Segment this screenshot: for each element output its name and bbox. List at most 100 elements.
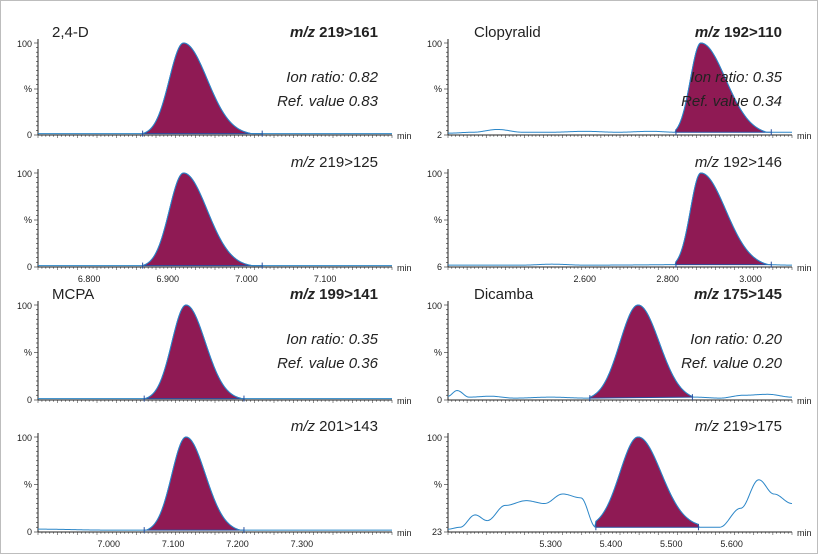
ref-value: Ref. value 0.20 [681,355,783,372]
transition-label: m/z 219>175 [695,418,782,435]
x-unit-label: min [797,131,812,141]
mz-prefix: m/z [290,24,316,41]
chromatogram-trace [448,42,792,134]
compound-name: Dicamba [474,286,534,303]
y-zero-label: 0 [27,130,32,140]
y-percent-label: % [434,480,442,490]
mz-prefix: m/z [291,418,316,435]
y-max-label: 100 [17,169,32,179]
y-max-label: 100 [17,39,32,49]
transition-label: m/z 201>143 [291,418,378,435]
ref-value: Ref. value 0.83 [277,93,379,110]
x-unit-label: min [397,396,412,406]
y-percent-label: % [24,480,32,490]
mz-transition-value: 192>146 [723,154,782,171]
mz-prefix: m/z [290,286,316,303]
y-max-label: 100 [427,39,442,49]
x-tick-label: 7.000 [235,274,258,284]
transition-label: m/z 219>125 [291,154,378,171]
transition-label: m/z 175>145 [694,286,782,303]
x-tick-label: 7.100 [314,274,337,284]
y-percent-label: % [434,215,442,225]
mz-prefix: m/z [291,154,316,171]
chromatogram-trace [448,172,792,266]
y-max-label: 100 [427,169,442,179]
chromatogram-panel-7: 100% 0 min 7.000 7.100 7.200 7.300 m/z 201>143 [17,418,412,549]
ion-ratio: Ion ratio: 0.35 [690,69,782,86]
y-percent-label: % [434,348,442,358]
y-zero-label: 0 [27,527,32,537]
ion-ratio: Ion ratio: 0.35 [286,331,378,348]
chromatogram-panel-1: 100% 0 min 2,4-D m/z 219>161 Ion ratio: 0.82 R… [17,24,412,141]
y-zero-label: 23 [432,527,442,537]
chromatogram-panel-4: 100% 6 min 2.600 2.800 3.000 m/z 192>146 [427,154,812,284]
mz-transition-value: 219>161 [319,24,378,41]
chromatogram-panel-3: 100% 0 min 6.800 6.900 7.000 7.100 m/z 219>125 [17,154,412,284]
chromatogram-panel-6: 100% 0 min Dicamba m/z 175>145 Ion ratio: 0.2… [427,286,812,406]
y-zero-label: 6 [437,262,442,272]
y-max-label: 100 [17,301,32,311]
ion-ratio: Ion ratio: 0.82 [286,69,378,86]
x-unit-label: min [797,263,812,273]
x-unit-label: min [397,528,412,538]
transition-label: m/z 219>161 [290,24,378,41]
mz-prefix: m/z [695,418,720,435]
y-zero-label: 2 [437,130,442,140]
y-max-label: 100 [427,301,442,311]
y-percent-label: % [24,215,32,225]
x-tick-label: 6.800 [78,274,101,284]
mz-prefix: m/z [694,286,720,303]
x-tick-label: 5.400 [600,539,623,549]
chromatogram-panel-8: 100% 23 min 5.300 5.400 5.500 5.600 m/z 219>175 [427,418,812,549]
y-zero-label: 0 [27,395,32,405]
y-max-label: 100 [17,433,32,443]
y-percent-label: % [434,84,442,94]
transition-label: m/z 192>110 [695,24,782,41]
x-tick-label: 5.500 [660,539,683,549]
ref-value: Ref. value 0.36 [277,355,379,372]
ref-value: Ref. value 0.34 [681,93,782,110]
x-tick-label: 7.300 [291,539,314,549]
x-tick-label: 7.100 [162,539,185,549]
mz-transition-value: 175>145 [723,286,782,303]
x-unit-label: min [397,263,412,273]
x-tick-label: 7.200 [226,539,249,549]
y-percent-label: % [24,348,32,358]
x-tick-label: 6.900 [157,274,180,284]
y-max-label: 100 [427,433,442,443]
chromatogram-trace [447,436,793,530]
chromatogram-trace [38,436,392,531]
chromatogram-trace [38,304,392,400]
x-tick-label: 5.600 [720,539,743,549]
mz-transition-value: 199>141 [319,286,378,303]
x-tick-label: 2.600 [574,274,597,284]
transition-label: m/z 192>146 [695,154,782,171]
compound-name: Clopyralid [474,24,541,41]
transition-label: m/z 199>141 [290,286,378,303]
x-unit-label: min [397,131,412,141]
compound-name: MCPA [52,286,94,303]
mz-prefix: m/z [695,24,721,41]
chromatogram-panel-2: 100% 2 min Clopyralid m/z 192>110 Ion ratio: … [427,24,812,141]
mz-prefix: m/z [695,154,720,171]
y-percent-label: % [24,84,32,94]
chromatogram-trace [38,172,392,267]
mz-transition-value: 201>143 [319,418,378,435]
y-zero-label: 0 [27,262,32,272]
mz-transition-value: 219>175 [723,418,782,435]
mz-transition-value: 192>110 [724,24,782,41]
y-zero-label: 0 [437,395,442,405]
mz-transition-value: 219>125 [319,154,378,171]
ion-ratio: Ion ratio: 0.20 [690,331,782,348]
chromatogram-trace [447,304,793,399]
chromatogram-trace [38,42,392,135]
x-tick-label: 2.800 [656,274,679,284]
x-unit-label: min [797,528,812,538]
x-unit-label: min [797,396,812,406]
x-tick-label: 7.000 [98,539,121,549]
compound-name: 2,4-D [52,24,89,41]
x-tick-label: 5.300 [539,539,562,549]
